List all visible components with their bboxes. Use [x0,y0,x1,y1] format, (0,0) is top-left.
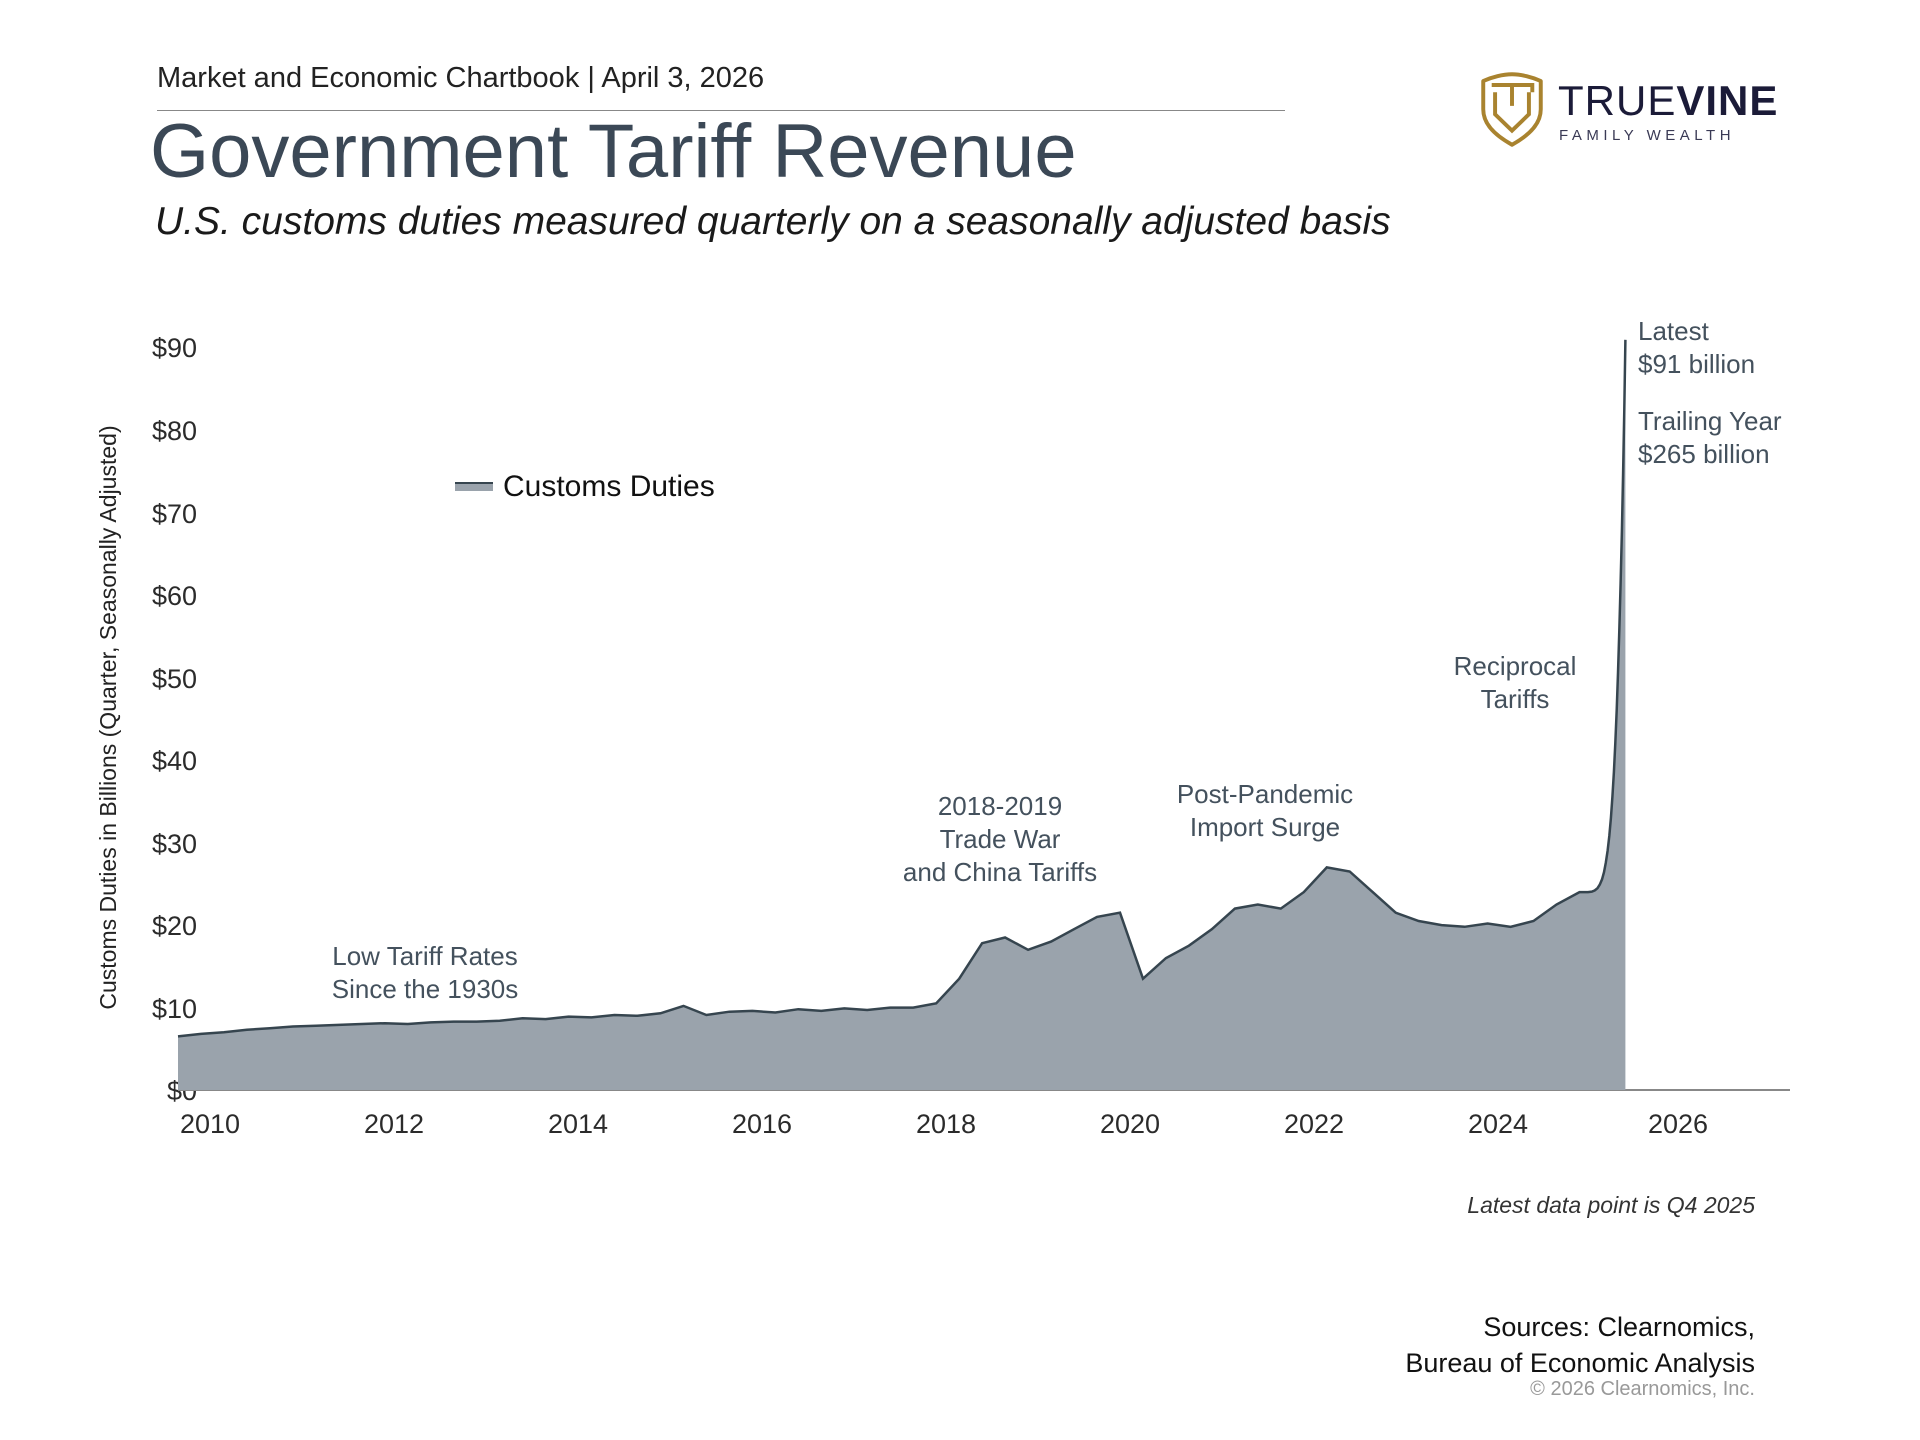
svg-text:$40: $40 [152,746,197,776]
svg-text:2010: 2010 [180,1109,240,1139]
svg-text:2020: 2020 [1100,1109,1160,1139]
svg-text:$70: $70 [152,499,197,529]
svg-text:$90: $90 [152,333,197,363]
svg-text:2016: 2016 [732,1109,792,1139]
svg-text:$10: $10 [152,994,197,1024]
svg-text:2022: 2022 [1284,1109,1344,1139]
svg-text:$30: $30 [152,829,197,859]
svg-text:2024: 2024 [1468,1109,1528,1139]
svg-text:$50: $50 [152,664,197,694]
svg-text:$20: $20 [152,911,197,941]
svg-text:$80: $80 [152,416,197,446]
svg-text:2012: 2012 [364,1109,424,1139]
svg-text:2014: 2014 [548,1109,608,1139]
svg-text:$60: $60 [152,581,197,611]
svg-text:2018: 2018 [916,1109,976,1139]
svg-text:2026: 2026 [1648,1109,1708,1139]
